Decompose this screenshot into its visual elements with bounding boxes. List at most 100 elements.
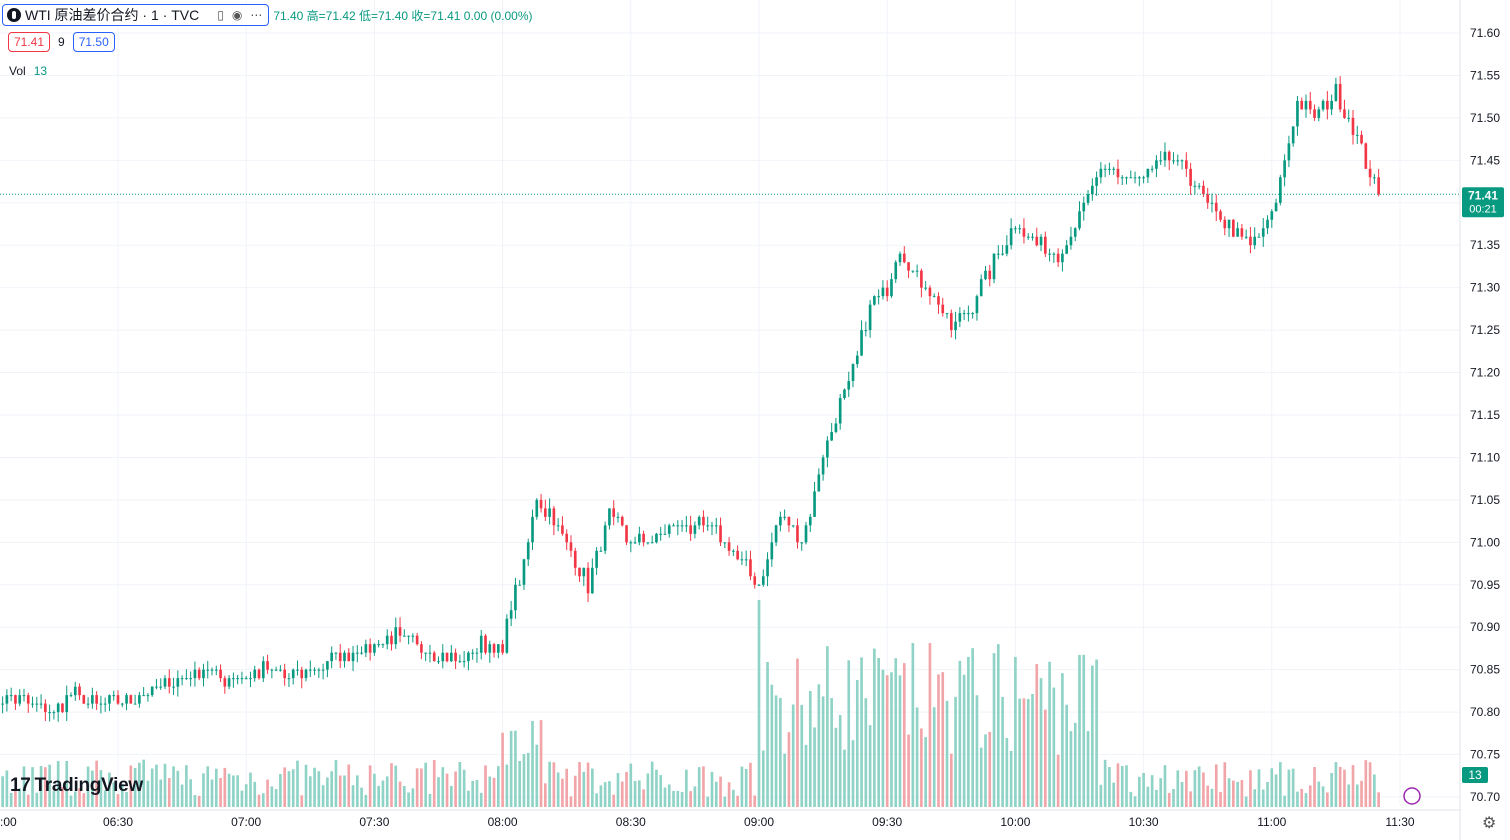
candle-body bbox=[197, 669, 201, 679]
volume-bar bbox=[1360, 780, 1363, 807]
volume-bar bbox=[672, 790, 675, 807]
ask-button[interactable]: 71.50 bbox=[72, 32, 115, 52]
volume-bar bbox=[1308, 785, 1312, 807]
volume-bar bbox=[1343, 769, 1346, 807]
volume-bar bbox=[996, 644, 1000, 807]
tradingview-logo[interactable]: 17 TradingView bbox=[10, 775, 143, 797]
y-tick-label: 70.95 bbox=[1470, 578, 1500, 592]
candle-body bbox=[1283, 160, 1286, 178]
volume-bar bbox=[727, 782, 731, 807]
volume-bar bbox=[1125, 765, 1128, 807]
y-tick-label: 71.45 bbox=[1470, 153, 1500, 167]
volume-bar bbox=[804, 744, 808, 807]
volume-bar bbox=[138, 762, 141, 807]
candle-body bbox=[544, 508, 547, 517]
candle-body bbox=[1176, 160, 1180, 162]
volume-bar bbox=[343, 775, 346, 807]
candle-body bbox=[1308, 100, 1312, 110]
volume-bar bbox=[501, 732, 504, 807]
volume-bar bbox=[1291, 768, 1295, 807]
candle-body bbox=[505, 618, 509, 653]
volume-bar bbox=[236, 775, 239, 807]
volume-bar bbox=[69, 795, 73, 807]
volume-bar bbox=[471, 780, 475, 807]
candle-body bbox=[1368, 168, 1372, 178]
volume-bar bbox=[1022, 698, 1026, 807]
volume-bar bbox=[702, 766, 705, 807]
volume-bar bbox=[484, 765, 487, 807]
volume-bar bbox=[1202, 772, 1205, 807]
candle-body bbox=[804, 525, 808, 543]
eye-icon[interactable]: ◉ bbox=[231, 8, 243, 22]
volume-bar bbox=[757, 600, 761, 807]
gear-icon[interactable]: ⚙ bbox=[1482, 815, 1497, 832]
candle-body bbox=[1300, 100, 1304, 110]
more-icon[interactable]: ⋯ bbox=[250, 8, 263, 22]
x-tick-label: :00 bbox=[0, 815, 17, 829]
volume-bar bbox=[338, 775, 342, 807]
candle-body bbox=[1257, 236, 1261, 238]
chart-header: WTI 原油差价合约 · 1 · TVC ▯ ◉ ⋯ 71.40 高=71.42… bbox=[2, 4, 533, 26]
volume-bar bbox=[65, 761, 69, 807]
candle-body bbox=[1035, 236, 1039, 246]
candle-body bbox=[129, 695, 133, 704]
volume-bar bbox=[232, 775, 235, 807]
volume-bar bbox=[761, 750, 765, 807]
candle-body bbox=[232, 678, 235, 680]
candle-body bbox=[868, 304, 872, 331]
volume-bar bbox=[787, 732, 791, 807]
hide-icon[interactable]: ▯ bbox=[217, 8, 224, 22]
candle-body bbox=[779, 516, 782, 526]
volume-bar bbox=[445, 773, 449, 807]
candle-body bbox=[646, 542, 650, 544]
volume-bar bbox=[270, 786, 274, 807]
volume-bar bbox=[52, 790, 56, 807]
volume-bar bbox=[116, 794, 120, 807]
volume-bar bbox=[1377, 792, 1380, 807]
candle-body bbox=[1334, 83, 1338, 101]
volume-bar bbox=[1138, 776, 1141, 807]
candle-body bbox=[556, 525, 560, 527]
volume-bar bbox=[531, 720, 534, 807]
volume-bar bbox=[710, 771, 714, 807]
candle-body bbox=[180, 678, 184, 680]
candle-body bbox=[189, 678, 192, 680]
candle-body bbox=[1206, 194, 1210, 203]
candle-body bbox=[796, 525, 799, 543]
volume-bar bbox=[1287, 769, 1291, 807]
candle-body bbox=[334, 652, 338, 654]
volume-bar bbox=[185, 765, 188, 807]
candle-body bbox=[565, 533, 569, 543]
candle-body bbox=[1236, 228, 1239, 237]
candle-body bbox=[445, 652, 449, 662]
candle-body bbox=[142, 695, 145, 697]
volume-bar bbox=[1351, 765, 1355, 807]
volume-bar bbox=[663, 787, 667, 807]
volume-bar bbox=[1069, 731, 1073, 807]
candle-body bbox=[1026, 236, 1030, 238]
volume-bar bbox=[381, 780, 385, 807]
candle-body bbox=[693, 525, 697, 534]
candle-body bbox=[296, 669, 299, 671]
volume-bar bbox=[847, 660, 851, 807]
candle-body bbox=[1133, 177, 1137, 179]
symbol-selector[interactable]: WTI 原油差价合约 · 1 · TVC ▯ ◉ ⋯ bbox=[2, 4, 270, 26]
candle-body bbox=[975, 296, 979, 314]
volume-bar bbox=[326, 777, 329, 807]
x-tick-label: 08:00 bbox=[488, 815, 518, 829]
candle-body bbox=[1116, 168, 1120, 178]
y-tick-label: 71.10 bbox=[1470, 450, 1500, 464]
candle-body bbox=[967, 313, 970, 315]
candle-body bbox=[415, 635, 419, 645]
volume-bar bbox=[770, 684, 774, 807]
candle-body bbox=[317, 669, 321, 671]
bid-button[interactable]: 71.41 bbox=[8, 32, 51, 52]
volume-bar bbox=[390, 763, 393, 807]
candle-body bbox=[120, 703, 124, 705]
volume-bar bbox=[296, 760, 299, 807]
candle-body bbox=[727, 542, 731, 551]
volume-bar bbox=[1253, 789, 1257, 807]
volume-bar bbox=[1150, 775, 1154, 807]
candle-body bbox=[103, 703, 107, 705]
